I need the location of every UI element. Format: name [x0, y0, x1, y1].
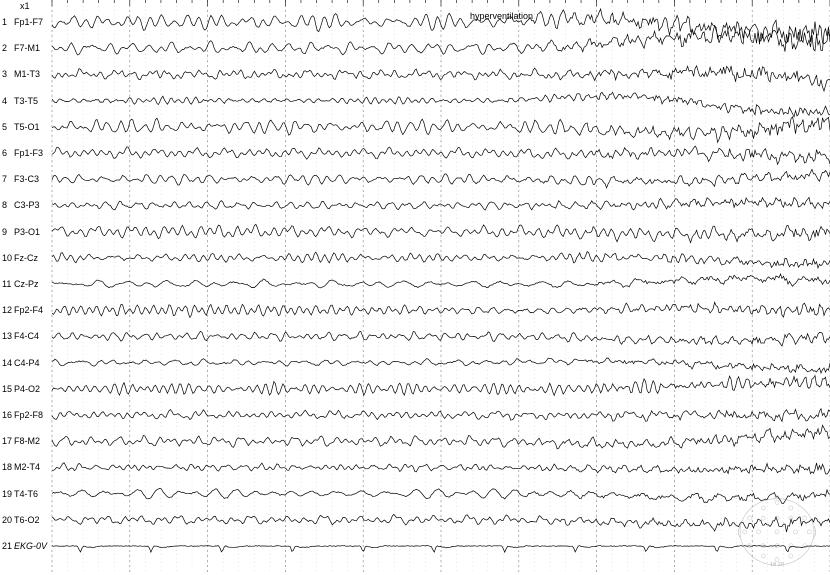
- channel-number: 1: [2, 17, 7, 27]
- channel-label: M1-T3: [14, 69, 40, 79]
- channel-label: Fp2-F4: [14, 305, 43, 315]
- channel-label: Fp2-F8: [14, 410, 43, 420]
- annotation-hyperventilation: hyperventilation: [470, 11, 533, 21]
- channel-label: T6-O2: [14, 515, 40, 525]
- channel-label: Fz-Cz: [14, 253, 38, 263]
- channel-number: 2: [2, 43, 7, 53]
- channel-number: 20: [2, 515, 12, 525]
- channel-label: P3-O1: [14, 227, 40, 237]
- channel-number: 6: [2, 148, 7, 158]
- channel-number: 18: [2, 462, 12, 472]
- channel-number: 19: [2, 489, 12, 499]
- channel-label: C3-P3: [14, 200, 40, 210]
- channel-number: 5: [2, 122, 7, 132]
- channel-number: 12: [2, 305, 12, 315]
- channel-number: 15: [2, 384, 12, 394]
- channel-number: 21: [2, 541, 12, 551]
- channel-number: 9: [2, 227, 7, 237]
- channel-number: 16: [2, 410, 12, 420]
- channel-number: 13: [2, 331, 12, 341]
- channel-number: 7: [2, 174, 7, 184]
- channel-label: M2-T4: [14, 462, 40, 472]
- scale-label: x1: [20, 1, 30, 11]
- channel-label: F7-M1: [14, 43, 40, 53]
- channel-number: 8: [2, 200, 7, 210]
- channel-number: 3: [2, 69, 7, 79]
- channel-number: 11: [2, 279, 11, 289]
- channel-number: 17: [2, 436, 12, 446]
- channel-number: 10: [2, 253, 12, 263]
- svg-text:18 20: 18 20: [770, 562, 784, 567]
- grid-background: [0, 0, 830, 575]
- channel-label: T4-T6: [14, 489, 38, 499]
- channel-label: Fp1-F7: [14, 17, 43, 27]
- channel-label: F3-C3: [14, 174, 39, 184]
- channel-number: 4: [2, 96, 7, 106]
- channel-label: P4-O2: [14, 384, 40, 394]
- channel-label: Cz-Pz: [14, 279, 39, 289]
- channel-label: T5-O1: [14, 122, 40, 132]
- channel-number: 14: [2, 358, 12, 368]
- electrode-head-map: 18 20: [732, 495, 822, 567]
- channel-label: F4-C4: [14, 331, 39, 341]
- channel-label: Fp1-F3: [14, 148, 43, 158]
- annotation-text: hyperventilation: [470, 11, 533, 21]
- channel-label: F8-M2: [14, 436, 40, 446]
- eeg-chart: x1 hyperventilation 1 Fp1-F7 2 F7-M1 3 M1-T3 4…: [0, 0, 830, 575]
- channel-label: T3-T5: [14, 96, 38, 106]
- channel-label: EKG-0V: [14, 541, 47, 551]
- channel-label: C4-P4: [14, 358, 40, 368]
